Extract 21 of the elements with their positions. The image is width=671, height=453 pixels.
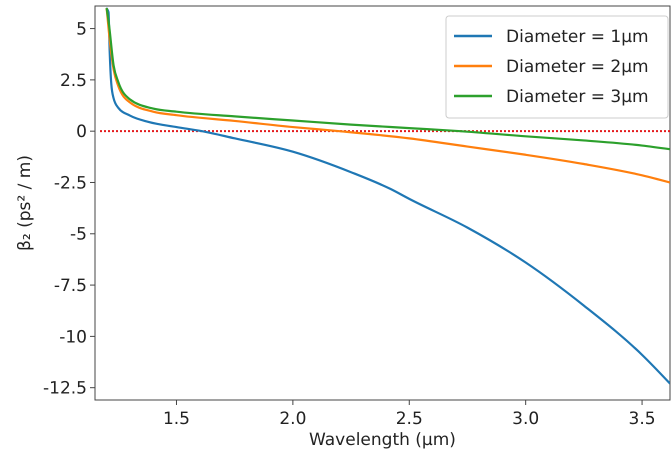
y-tick-label: 2.5: [60, 70, 87, 91]
line-series: [106, 6, 670, 150]
y-tick-label: -10: [59, 327, 87, 348]
y-tick-label: -5: [70, 224, 87, 245]
x-tick-label: 2.5: [396, 409, 423, 429]
x-tick-label: 1.5: [162, 409, 190, 429]
y-tick-label: 5: [76, 20, 87, 40]
y-axis-title: β₂ (ps² / m): [15, 155, 35, 251]
x-tick-label: 2.0: [279, 409, 306, 429]
y-tick-label: -2.5: [54, 173, 87, 194]
y-tick-label: 0: [76, 122, 87, 142]
legend-label: Diameter = 1μm: [506, 26, 649, 47]
y-tick-label: -12.5: [43, 378, 87, 399]
x-tick-label: 3.5: [628, 409, 656, 429]
legend-label: Diameter = 2μm: [506, 56, 649, 77]
x-tick-label: 3.0: [512, 409, 540, 429]
legend-label: Diameter = 3μm: [506, 86, 649, 107]
line-series: [105, 6, 670, 385]
x-axis-title: Wavelength (μm): [309, 430, 456, 450]
y-tick-label: -7.5: [54, 276, 87, 296]
line-series: [106, 6, 670, 184]
